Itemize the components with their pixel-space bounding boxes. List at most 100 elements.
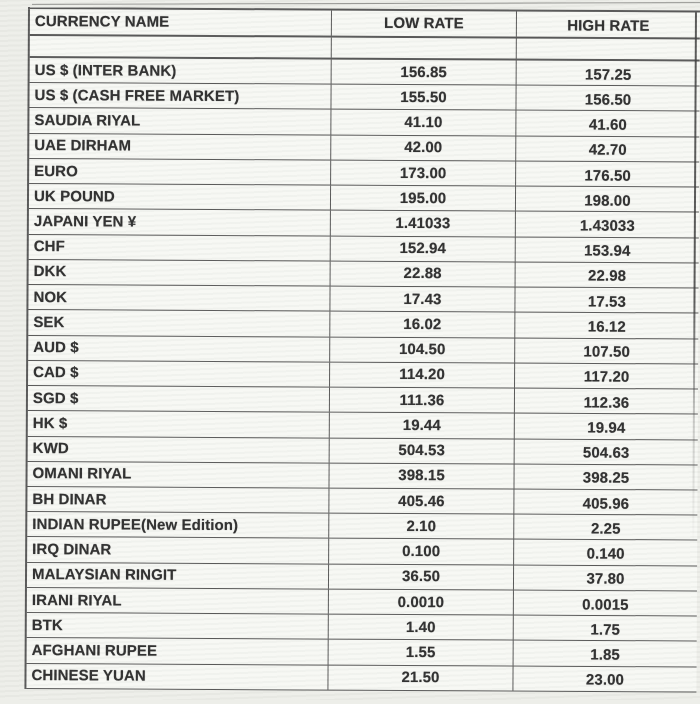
currency-name-cell: AUD $ [28,335,331,362]
table-row: AFGHANI RUPEE 1.55 1.85 [26,638,697,668]
table-row: HK $ 19.44 19.94 [27,411,698,441]
column-header-low-rate: LOW RATE [331,10,517,37]
table-row: UK POUND 195.00 198.00 [28,184,700,213]
high-rate-cell: 112.36 [515,389,698,414]
low-rate-cell: 1.41033 [330,210,516,237]
table-row: EURO 173.00 176.50 [29,158,700,188]
high-rate-value: 19.94 [587,419,626,437]
high-rate-cell: 198.00 [516,187,699,212]
low-rate-cell: 156.85 [331,59,517,85]
currency-name-cell: HK $ [27,411,330,438]
high-rate-cell: 405.96 [514,490,697,515]
high-rate-value: 117.20 [583,368,630,387]
high-rate-cell: 16.12 [515,313,698,338]
high-rate-value: 37.80 [586,570,625,589]
high-rate-cell: 22.98 [516,262,699,287]
table-row: UAE DIRHAM 42.00 42.70 [29,133,700,163]
table-row: SEK 16.02 16.12 [28,310,699,340]
table-row: US $ (CASH FREE MARKET) 155.50 156.50 [29,83,700,112]
high-rate-value: 198.00 [584,192,631,210]
currency-name-cell: BTK [26,613,329,639]
high-rate-cell: 1.43033 [516,212,699,237]
high-rate-cell: 23.00 [513,666,696,691]
high-rate-cell: 0.140 [514,540,697,565]
spacer-low-cell [331,37,517,59]
table-row: US $ (INTER BANK) 156.85 157.25 [29,58,700,87]
high-rate-cell: 176.50 [516,161,699,186]
high-rate-value: 1.75 [590,621,621,639]
low-rate-cell: 173.00 [331,160,517,186]
low-rate-cell: 17.43 [330,286,516,312]
high-rate-cell: 41.60 [516,111,699,136]
high-rate-cell: 1.85 [514,641,697,666]
table-body: US $ (INTER BANK) 156.85 157.25 US $ (CA… [26,58,700,693]
table-row: CHINESE YUAN 21.50 23.00 [26,663,697,693]
low-rate-cell: 152.94 [330,236,516,262]
currency-name-cell: SEK [28,310,331,337]
low-rate-cell: 111.36 [329,387,516,413]
currency-name-cell: BH DINAR [27,486,330,513]
table-row: BH DINAR 405.46 405.96 [27,486,698,516]
low-rate-cell: 405.46 [329,488,515,514]
currency-rate-table: CURRENCY NAME LOW RATE HIGH RATE US $ (I… [24,7,700,693]
high-rate-cell: 19.94 [515,414,698,439]
low-rate-cell: 1.40 [328,614,514,640]
table-row: SAUDIA RIYAL 41.10 41.60 [29,108,700,138]
currency-name-cell: EURO [29,158,332,185]
low-rate-cell: 104.50 [330,337,516,363]
table-row: CAD $ 114.20 117.20 [28,360,699,390]
low-rate-cell: 19.44 [329,412,515,439]
table-row: IRQ DINAR 0.100 0.140 [27,537,698,567]
currency-name-cell: DKK [28,259,331,286]
table-row: NOK 17.43 17.53 [28,285,699,314]
high-rate-value: 1.85 [590,646,620,664]
high-rate-cell: 1.75 [514,616,697,641]
column-header-high-rate: HIGH RATE [517,12,700,38]
high-rate-value: 42.70 [588,141,627,160]
currency-name-cell: SGD $ [27,386,331,412]
table-row: OMANI RIYAL 398.15 398.25 [27,461,698,491]
column-header-high-rate-label: HIGH RATE [567,17,650,35]
high-rate-value: 0.0015 [582,596,629,614]
currency-name-cell: IRQ DINAR [27,537,330,564]
high-rate-value: 405.96 [582,495,630,513]
high-rate-value: 0.140 [586,545,625,563]
currency-name-cell: JAPANI YEN ¥ [28,209,331,236]
high-rate-value: 2.25 [590,520,621,538]
low-rate-cell: 398.15 [329,463,515,489]
table-row: DKK 22.88 22.98 [28,259,699,289]
low-rate-cell: 16.02 [330,311,516,338]
table-row: JAPANI YEN ¥ 1.41033 1.43033 [28,209,699,239]
low-rate-cell: 504.53 [329,438,515,464]
high-rate-value: 22.98 [588,268,627,286]
currency-name-cell: NOK [28,285,331,311]
low-rate-cell: 36.50 [328,564,515,590]
currency-name-cell: UK POUND [28,184,332,210]
low-rate-cell: 155.50 [331,84,517,111]
currency-name-cell: SAUDIA RIYAL [29,108,332,135]
high-rate-cell: 157.25 [517,61,700,86]
low-rate-cell: 41.10 [331,110,517,136]
currency-name-cell: OMANI RIYAL [27,461,330,488]
table-row: BTK 1.40 1.75 [26,613,697,642]
currency-name-cell: UAE DIRHAM [29,133,332,160]
low-rate-cell: 0.100 [329,539,515,565]
currency-name-cell: CHF [28,234,331,261]
table-row: KWD 504.53 504.63 [27,436,698,466]
table-row: AUD $ 104.50 107.50 [28,335,699,365]
table-row: CHF 152.94 153.94 [28,234,699,264]
high-rate-cell: 153.94 [516,237,699,262]
high-rate-value: 153.94 [583,242,631,261]
high-rate-value: 23.00 [585,671,625,689]
currency-name-cell: KWD [27,436,330,463]
low-rate-cell: 42.00 [331,135,517,161]
table-row: SGD $ 111.36 112.36 [27,386,699,415]
low-rate-cell: 2.10 [329,513,515,540]
table-row: IRANI RIYAL 0.0010 0.0015 [26,587,697,617]
spacer-high-cell [517,39,700,60]
high-rate-value: 107.50 [583,343,630,361]
high-rate-value: 41.60 [588,116,627,134]
high-rate-value: 398.25 [582,469,630,488]
currency-name-cell: IRANI RIYAL [26,587,329,614]
